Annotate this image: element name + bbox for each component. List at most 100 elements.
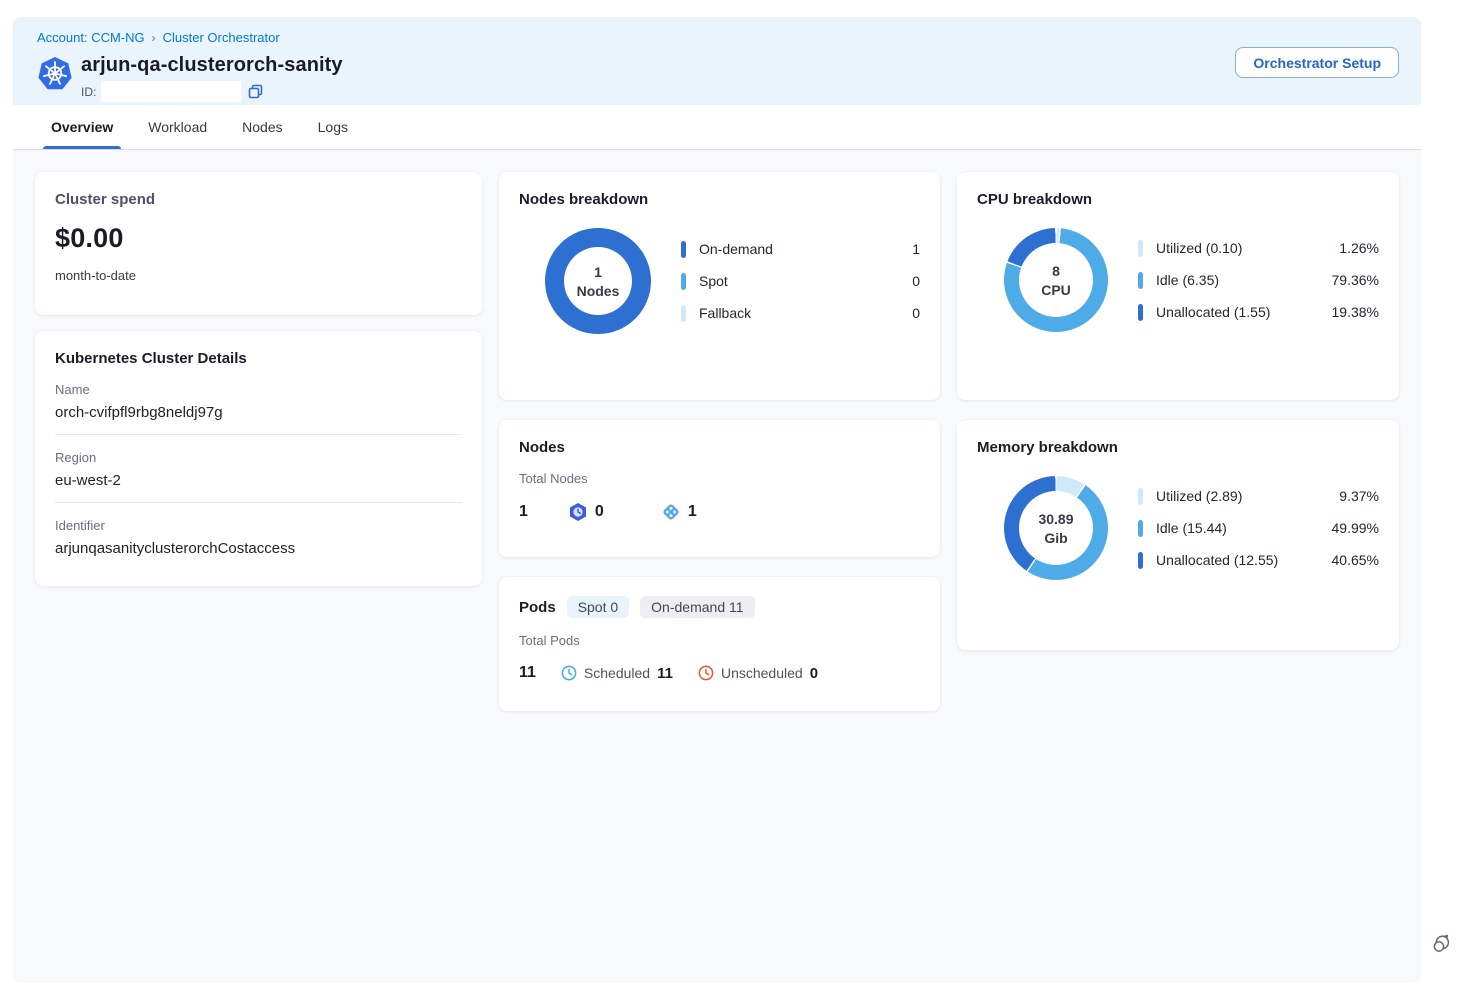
field-value: orch-cvifpfl9rbg8neldj97g (55, 404, 223, 421)
spot-pods-badge: Spot 0 (566, 596, 630, 618)
cluster-spend-card: Cluster spend $0.00 month-to-date (35, 172, 482, 315)
donut-center-value: 8 (1052, 262, 1060, 279)
legend-row-fallback: Fallback 0 (681, 304, 920, 322)
cpu-donut-chart: 8 CPU (1004, 228, 1108, 332)
cluster-spend-amount: $0.00 (55, 223, 124, 253)
legend-row-idle: Idle (15.44) 49.99% (1138, 519, 1379, 537)
donut-center-label: Gib (1044, 529, 1068, 546)
cpu-breakdown-title: CPU breakdown (977, 191, 1093, 208)
legend-row-idle: Idle (6.35) 79.36% (1138, 271, 1379, 289)
field-value: arjunqasanityclusterorchCostaccess (55, 540, 296, 557)
unscheduled-clock-icon (698, 665, 714, 681)
legend-value: 1 (912, 241, 920, 257)
field-value: eu-west-2 (55, 472, 121, 489)
legend-row-utilized: Utilized (2.89) 9.37% (1138, 487, 1379, 505)
legend-value: 1.26% (1339, 240, 1379, 256)
breadcrumb-page-link[interactable]: Cluster Orchestrator (162, 30, 280, 45)
legend-row-spot: Spot 0 (681, 272, 920, 290)
legend-value: 79.36% (1331, 272, 1379, 288)
legend-marker (681, 240, 686, 258)
donut-center-label: Nodes (576, 282, 620, 299)
page-header: Account: CCM-NG › Cluster Orchestrator (13, 17, 1421, 105)
legend-row-unallocated: Unallocated (1.55) 19.38% (1138, 303, 1379, 321)
legend-label: Utilized (2.89) (1156, 488, 1243, 504)
nodes-breakdown-title: Nodes breakdown (519, 191, 649, 208)
legend-label: Idle (6.35) (1156, 272, 1220, 288)
unscheduled-label: Unscheduled (720, 665, 803, 681)
cpu-breakdown-card: CPU breakdown 8 CPU Utilized (0.10) 1.26… (957, 172, 1399, 400)
on-demand-nodes-value: 1 (687, 503, 697, 520)
pods-card: Pods Spot 0 On-demand 11 Total Pods 11 S… (499, 577, 940, 711)
donut-center-value: 30.89 (1038, 510, 1074, 527)
on-demand-nodes-count: 1 (661, 502, 697, 522)
field-label: Region (55, 450, 97, 465)
legend-row-on-demand: On-demand 1 (681, 240, 920, 258)
legend-marker (1138, 271, 1143, 289)
tab-logs[interactable]: Logs (317, 119, 348, 135)
cluster-details-title: Kubernetes Cluster Details (55, 350, 247, 367)
legend-value: 40.65% (1331, 552, 1379, 568)
field-label: Identifier (55, 518, 105, 533)
kubernetes-logo-icon (38, 57, 72, 90)
spot-nodes-count: 0 (568, 502, 604, 522)
legend-label: On-demand (699, 241, 773, 257)
memory-donut-chart: 30.89 Gib (1004, 476, 1108, 580)
tab-nodes[interactable]: Nodes (242, 119, 283, 135)
scheduled-label: Scheduled (583, 665, 651, 681)
on-demand-pods-badge: On-demand 11 (640, 596, 755, 618)
legend-marker (1138, 551, 1143, 569)
id-label: ID: (81, 84, 97, 99)
nodes-card-title: Nodes (519, 439, 565, 456)
legend-label: Idle (15.44) (1156, 520, 1227, 536)
legend-marker (1138, 239, 1143, 257)
legend-value: 19.38% (1331, 304, 1379, 320)
legend-marker (1138, 519, 1143, 537)
legend-label: Fallback (699, 305, 752, 321)
cluster-orchestrator-panel: Account: CCM-NG › Cluster Orchestrator (13, 17, 1421, 983)
legend-label: Utilized (0.10) (1156, 240, 1243, 256)
legend-label: Unallocated (1.55) (1156, 304, 1271, 320)
memory-breakdown-card: Memory breakdown 30.89 Gib Utilized (2.8… (957, 420, 1399, 650)
legend-marker (681, 304, 686, 322)
scheduled-value: 11 (657, 664, 673, 682)
donut-center-label: CPU (1041, 281, 1071, 298)
nodes-donut-chart: 1 Nodes (545, 228, 651, 334)
spot-nodes-icon (569, 503, 586, 521)
legend-value: 9.37% (1339, 488, 1379, 504)
legend-label: Unallocated (12.55) (1156, 552, 1279, 568)
legend-value: 49.99% (1331, 520, 1379, 536)
page-title: arjun-qa-clusterorch-sanity (81, 54, 343, 76)
breadcrumb-account-link[interactable]: Account: CCM-NG (37, 30, 145, 45)
chat-icon (1433, 934, 1450, 952)
id-value (101, 81, 242, 102)
tab-bar: Overview Workload Nodes Logs (13, 105, 1421, 150)
pods-card-title: Pods (519, 598, 556, 616)
legend-marker (1138, 303, 1143, 321)
nodes-card: Nodes Total Nodes 1 0 (499, 420, 940, 557)
breadcrumb-chevron-icon: › (151, 30, 156, 45)
chat-help-button[interactable] (1431, 930, 1457, 956)
total-nodes-value: 1 (519, 503, 528, 520)
spot-nodes-value: 0 (594, 503, 604, 520)
legend-marker (681, 272, 686, 290)
total-nodes-label: Total Nodes (519, 471, 588, 486)
total-pods-label: Total Pods (519, 633, 580, 648)
breadcrumb: Account: CCM-NG › Cluster Orchestrator (37, 30, 1399, 45)
memory-breakdown-title: Memory breakdown (977, 439, 1118, 456)
nodes-breakdown-card: Nodes breakdown 1 Nodes On-demand 1 (499, 172, 940, 400)
overview-content: Cluster spend $0.00 month-to-date Kubern… (13, 150, 1421, 711)
unscheduled-value: 0 (809, 664, 819, 682)
cluster-spend-period: month-to-date (55, 268, 136, 283)
scheduled-clock-icon (561, 665, 577, 681)
orchestrator-setup-button[interactable]: Orchestrator Setup (1235, 47, 1399, 78)
tab-workload[interactable]: Workload (148, 119, 208, 135)
copy-icon[interactable] (248, 84, 264, 100)
on-demand-nodes-icon (663, 504, 679, 520)
legend-value: 0 (912, 273, 920, 289)
unscheduled-pods: Unscheduled 0 (698, 665, 818, 682)
legend-label: Spot (699, 273, 728, 289)
detail-field-region: Region eu-west-2 (55, 450, 462, 503)
cluster-spend-title: Cluster spend (55, 191, 156, 208)
tab-overview[interactable]: Overview (42, 105, 122, 149)
total-pods-value: 11 (519, 664, 536, 681)
